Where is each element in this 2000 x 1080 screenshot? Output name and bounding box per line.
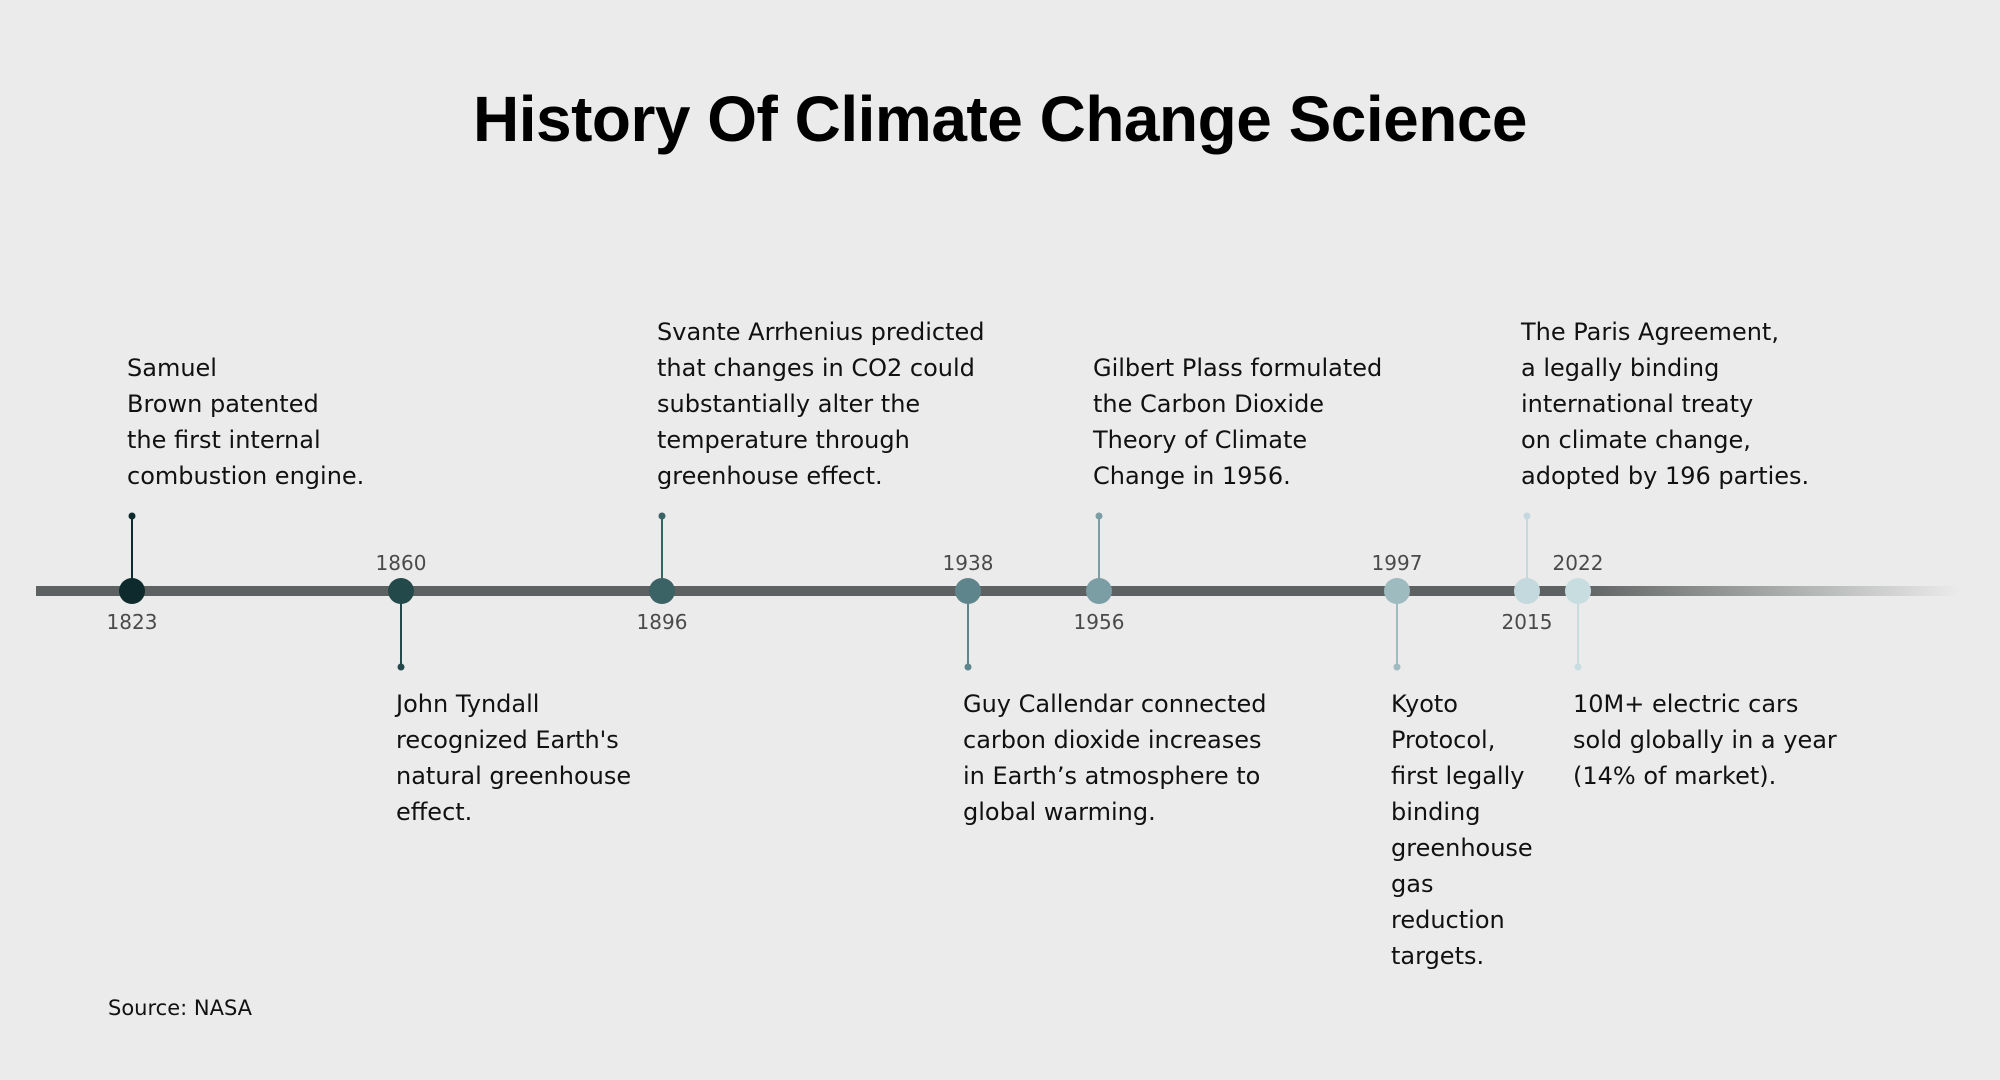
event-1860-year: 1860 <box>375 551 427 575</box>
event-2022-connector <box>1577 591 1579 667</box>
source-note: Source: NASA <box>108 996 253 1020</box>
event-1896-description: Svante Arrhenius predicted that changes … <box>657 318 985 490</box>
event-1896-connector <box>661 516 663 591</box>
event-1997-description: Kyoto Protocol, first legally binding gr… <box>1391 690 1533 970</box>
event-2022-connector-tip <box>1574 663 1582 671</box>
event-1860-connector-tip <box>397 663 405 671</box>
event-1997-connector-tip <box>1393 663 1401 671</box>
event-1896-marker[interactable] <box>649 578 675 604</box>
event-2015-marker[interactable] <box>1514 578 1540 604</box>
event-1823-marker[interactable] <box>119 578 145 604</box>
event-1997-connector <box>1396 591 1398 667</box>
event-2022-marker[interactable] <box>1565 578 1591 604</box>
event-1956-description: Gilbert Plass formulated the Carbon Diox… <box>1093 354 1383 490</box>
event-1823-year: 1823 <box>106 610 158 634</box>
event-1997-marker[interactable] <box>1384 578 1410 604</box>
event-2015-year: 2015 <box>1501 610 1553 634</box>
event-1956-year: 1956 <box>1073 610 1125 634</box>
page-title: History Of Climate Change Science <box>472 83 1528 155</box>
event-2022-description: 10M+ electric cars sold globally in a ye… <box>1573 690 1837 790</box>
event-2015-connector <box>1526 516 1528 591</box>
event-1956-marker[interactable] <box>1086 578 1112 604</box>
event-1860-marker[interactable] <box>388 578 414 604</box>
event-1938-year: 1938 <box>942 551 994 575</box>
event-1823-description: Samuel Brown patented the first internal… <box>127 354 365 490</box>
event-1956-connector <box>1098 516 1100 591</box>
event-1860-connector <box>400 591 402 667</box>
event-1823-connector-tip <box>128 512 136 520</box>
event-1896-connector-tip <box>658 512 666 520</box>
event-1938-connector-tip <box>964 663 972 671</box>
event-1997-year: 1997 <box>1371 551 1423 575</box>
event-1956-connector-tip <box>1095 512 1103 520</box>
event-2015-connector-tip <box>1523 512 1531 520</box>
event-2022-year: 2022 <box>1552 551 1604 575</box>
event-1938-connector <box>967 591 969 667</box>
timeline-axis <box>36 586 1960 596</box>
event-1896-year: 1896 <box>636 610 688 634</box>
event-1938-marker[interactable] <box>955 578 981 604</box>
event-2015-description: The Paris Agreement, a legally binding i… <box>1521 318 1810 490</box>
event-1823-connector <box>131 516 133 591</box>
event-1860-description: John Tyndall recognized Earth's natural … <box>396 690 632 826</box>
event-1938-description: Guy Callendar connected carbon dioxide i… <box>963 690 1267 826</box>
